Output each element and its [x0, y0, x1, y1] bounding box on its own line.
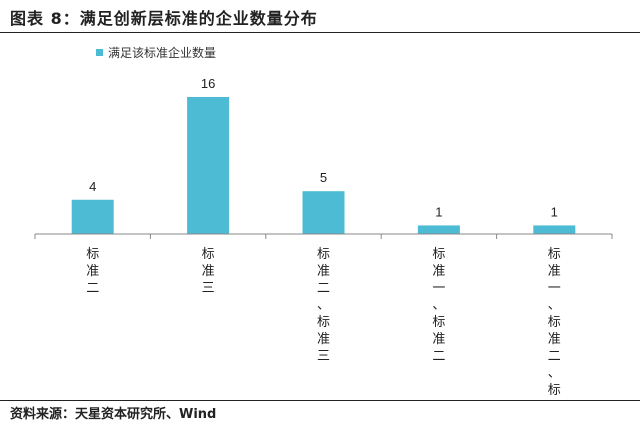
- category-label: 标准二、标准三: [317, 247, 330, 364]
- data-label: 1: [551, 204, 558, 219]
- bar-chart: 满足该标准企业数量 4 16 5 1 1 标准二 标准三 标准二、标准三 标准一、标准二 标准一…: [34, 45, 613, 400]
- x-axis: [34, 233, 613, 239]
- bar: [71, 199, 114, 234]
- legend-swatch: [96, 49, 103, 56]
- title-bar: 图表 8：满足创新层标准的企业数量分布: [0, 0, 640, 33]
- data-label: 5: [320, 170, 327, 185]
- bars: [71, 97, 576, 234]
- legend-label: 满足该标准企业数量: [108, 45, 216, 60]
- data-label: 1: [435, 204, 442, 219]
- data-label: 16: [201, 76, 215, 91]
- bar: [302, 191, 345, 234]
- bar: [533, 225, 576, 234]
- legend: 满足该标准企业数量: [96, 45, 216, 60]
- data-label: 4: [89, 179, 96, 194]
- category-label: 标准一、标准二: [432, 247, 445, 364]
- category-label: 标准二: [86, 247, 99, 296]
- category-labels: 标准二 标准三 标准二、标准三 标准一、标准二 标准一、标准二、标准三: [86, 247, 561, 400]
- bar: [417, 225, 460, 234]
- bar: [187, 97, 230, 234]
- data-labels: 4 16 5 1 1: [89, 76, 558, 219]
- source-divider: [0, 400, 640, 401]
- category-label: 标准一、标准二、标准三: [548, 247, 561, 400]
- category-label: 标准三: [202, 247, 215, 296]
- chart-title: 图表 8：满足创新层标准的企业数量分布: [10, 9, 318, 28]
- source-note: 资料来源：天星资本研究所、Wind: [10, 407, 217, 422]
